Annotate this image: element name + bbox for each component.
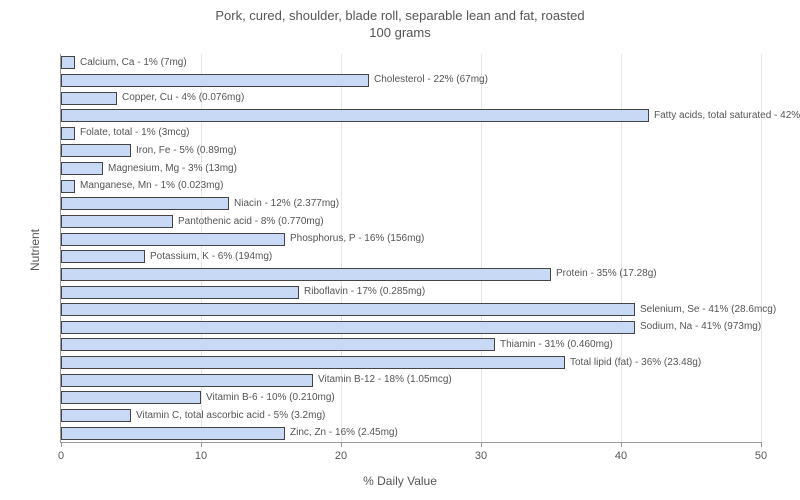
bar-label: Vitamin C, total ascorbic acid - 5% (3.2…: [136, 410, 325, 421]
bar-row: Niacin - 12% (2.377mg): [61, 195, 761, 213]
bar-label: Protein - 35% (17.28g): [556, 268, 657, 279]
x-tick-mark: [621, 442, 622, 447]
bar-row: Copper, Cu - 4% (0.076mg): [61, 89, 761, 107]
bar: [61, 180, 75, 193]
bar: [61, 162, 103, 175]
x-tick-mark: [481, 442, 482, 447]
bar: [61, 321, 635, 334]
bar: [61, 56, 75, 69]
bar: [61, 356, 565, 369]
bar-row: Fatty acids, total saturated - 42% (8.38…: [61, 107, 761, 125]
bar: [61, 215, 173, 228]
bar-row: Folate, total - 1% (3mcg): [61, 125, 761, 143]
bar-label: Niacin - 12% (2.377mg): [234, 198, 339, 209]
bar-row: Sodium, Na - 41% (973mg): [61, 319, 761, 337]
bar-row: Magnesium, Mg - 3% (13mg): [61, 160, 761, 178]
bar-label: Thiamin - 31% (0.460mg): [500, 339, 613, 350]
bar-row: Vitamin B-6 - 10% (0.210mg): [61, 389, 761, 407]
bar-label: Manganese, Mn - 1% (0.023mg): [80, 180, 223, 191]
bar-row: Protein - 35% (17.28g): [61, 266, 761, 284]
bar-row: Iron, Fe - 5% (0.89mg): [61, 142, 761, 160]
x-axis-label: % Daily Value: [0, 474, 800, 488]
chart-title: Pork, cured, shoulder, blade roll, separ…: [0, 8, 800, 42]
bar: [61, 144, 131, 157]
bar: [61, 109, 649, 122]
bar-label: Magnesium, Mg - 3% (13mg): [108, 163, 237, 174]
bar: [61, 127, 75, 140]
bar-label: Riboflavin - 17% (0.285mg): [304, 286, 425, 297]
bar-label: Phosphorus, P - 16% (156mg): [290, 233, 424, 244]
bar-row: Total lipid (fat) - 36% (23.48g): [61, 354, 761, 372]
bar-label: Cholesterol - 22% (67mg): [374, 74, 488, 85]
bar: [61, 233, 285, 246]
y-axis-label: Nutrient: [28, 229, 42, 271]
bar-row: Riboflavin - 17% (0.285mg): [61, 283, 761, 301]
bar: [61, 338, 495, 351]
bar-label: Vitamin B-12 - 18% (1.05mcg): [318, 374, 452, 385]
bar-row: Selenium, Se - 41% (28.6mcg): [61, 301, 761, 319]
chart-container: Pork, cured, shoulder, blade roll, separ…: [0, 0, 800, 500]
bar-row: Manganese, Mn - 1% (0.023mg): [61, 177, 761, 195]
bar-row: Pantothenic acid - 8% (0.770mg): [61, 213, 761, 231]
bar: [61, 250, 145, 263]
bar-row: Thiamin - 31% (0.460mg): [61, 336, 761, 354]
x-tick-label: 20: [335, 450, 347, 462]
bar-label: Vitamin B-6 - 10% (0.210mg): [206, 392, 335, 403]
bar-label: Calcium, Ca - 1% (7mg): [80, 57, 187, 68]
x-tick-mark: [201, 442, 202, 447]
bar: [61, 427, 285, 440]
bar-label: Zinc, Zn - 16% (2.45mg): [290, 427, 398, 438]
bar-label: Sodium, Na - 41% (973mg): [640, 321, 761, 332]
bar: [61, 391, 201, 404]
bar-label: Total lipid (fat) - 36% (23.48g): [570, 357, 701, 368]
title-line1: Pork, cured, shoulder, blade roll, separ…: [215, 8, 584, 23]
x-tick-mark: [341, 442, 342, 447]
bar-label: Fatty acids, total saturated - 42% (8.38…: [654, 110, 800, 121]
bar: [61, 374, 313, 387]
bar: [61, 74, 369, 87]
bar-row: Calcium, Ca - 1% (7mg): [61, 54, 761, 72]
bar-label: Potassium, K - 6% (194mg): [150, 251, 272, 262]
x-tick-mark: [61, 442, 62, 447]
bar: [61, 286, 299, 299]
x-tick-label: 50: [755, 450, 767, 462]
bar-label: Copper, Cu - 4% (0.076mg): [122, 92, 244, 103]
x-tick-label: 0: [58, 450, 64, 462]
x-tick-mark: [761, 442, 762, 447]
bar: [61, 92, 117, 105]
bar-row: Potassium, K - 6% (194mg): [61, 248, 761, 266]
bar-row: Vitamin C, total ascorbic acid - 5% (3.2…: [61, 407, 761, 425]
bar: [61, 268, 551, 281]
x-tick-label: 30: [475, 450, 487, 462]
bar: [61, 197, 229, 210]
bar-label: Folate, total - 1% (3mcg): [80, 127, 189, 138]
bar-label: Pantothenic acid - 8% (0.770mg): [178, 216, 324, 227]
bar-row: Phosphorus, P - 16% (156mg): [61, 230, 761, 248]
bar-row: Vitamin B-12 - 18% (1.05mcg): [61, 371, 761, 389]
bar: [61, 303, 635, 316]
bar-row: Zinc, Zn - 16% (2.45mg): [61, 424, 761, 442]
title-line2: 100 grams: [369, 25, 430, 40]
bar-label: Iron, Fe - 5% (0.89mg): [136, 145, 237, 156]
bar: [61, 409, 131, 422]
x-tick-label: 10: [195, 450, 207, 462]
bar-row: Cholesterol - 22% (67mg): [61, 72, 761, 90]
x-tick-label: 40: [615, 450, 627, 462]
plot-area: 01020304050Calcium, Ca - 1% (7mg)Cholest…: [60, 54, 761, 443]
bar-label: Selenium, Se - 41% (28.6mcg): [640, 304, 776, 315]
